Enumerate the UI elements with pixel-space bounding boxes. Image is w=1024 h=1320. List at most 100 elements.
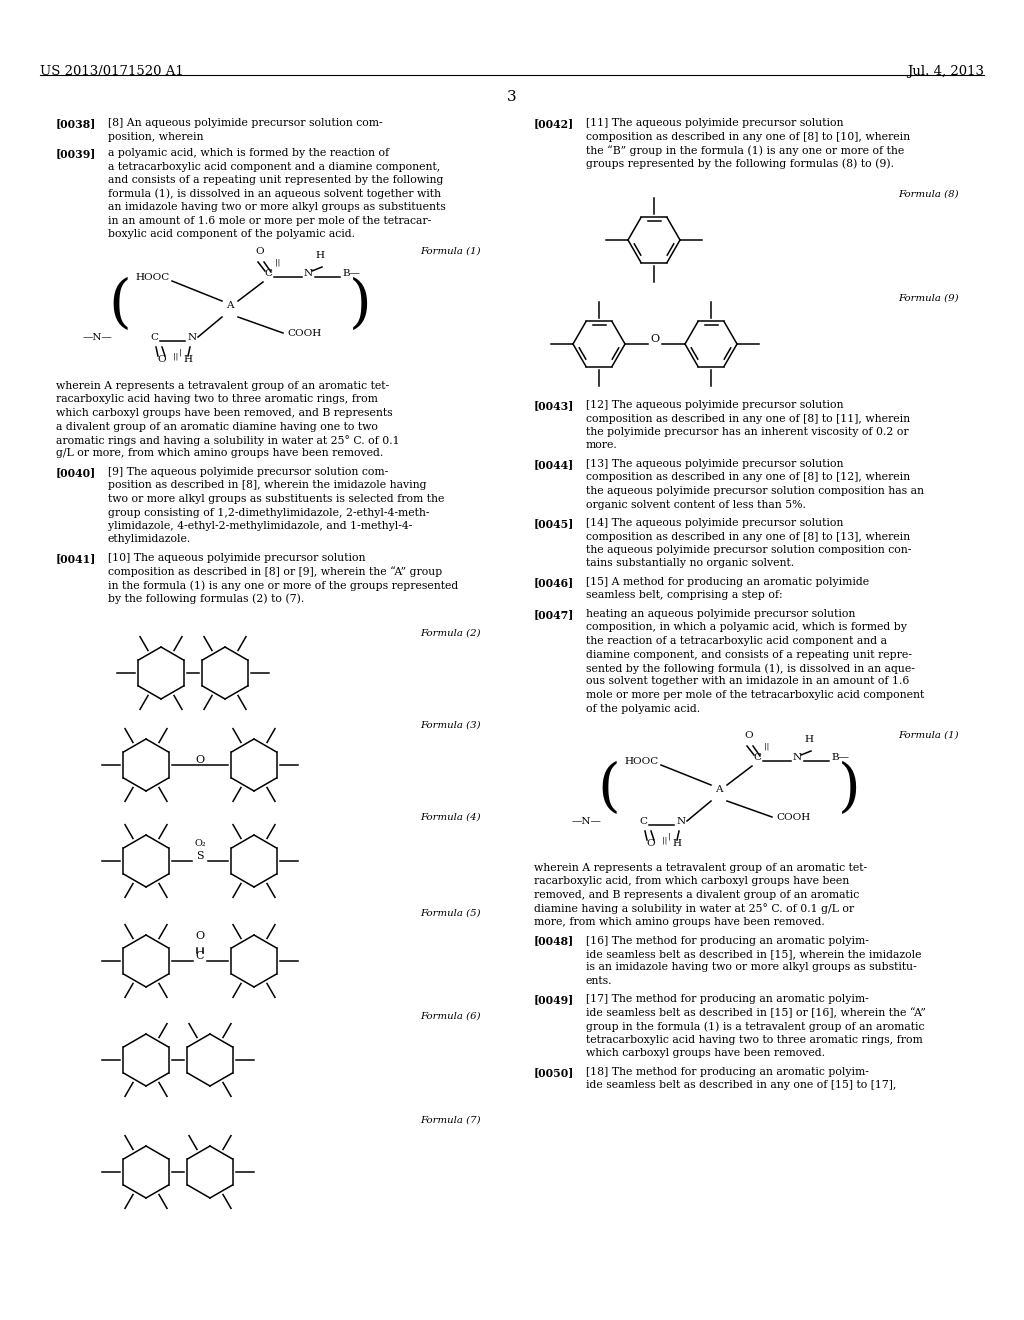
Text: group in the formula (1) is a tetravalent group of an aromatic: group in the formula (1) is a tetravalen… [586, 1022, 925, 1032]
Text: ||: || [663, 836, 668, 843]
Text: [15] A method for producing an aromatic polyimide: [15] A method for producing an aromatic … [586, 577, 869, 587]
Text: C: C [639, 817, 647, 825]
Text: C: C [753, 752, 761, 762]
Text: aromatic rings and having a solubility in water at 25° C. of 0.1: aromatic rings and having a solubility i… [56, 436, 399, 446]
Text: the aqueous polyimide precursor solution composition con-: the aqueous polyimide precursor solution… [586, 545, 911, 554]
Text: Formula (1): Formula (1) [421, 247, 481, 256]
Text: O: O [647, 838, 655, 847]
Text: (: ( [109, 277, 131, 333]
Text: [0050]: [0050] [534, 1067, 574, 1078]
Text: Formula (7): Formula (7) [421, 1115, 481, 1125]
Text: C: C [150, 333, 158, 342]
Text: more, from which amino groups have been removed.: more, from which amino groups have been … [534, 917, 824, 927]
Text: which carboxyl groups have been removed.: which carboxyl groups have been removed. [586, 1048, 825, 1059]
Text: tains substantially no organic solvent.: tains substantially no organic solvent. [586, 558, 795, 569]
Text: [16] The method for producing an aromatic polyim-: [16] The method for producing an aromati… [586, 936, 869, 945]
Text: composition as described in any one of [8] to [10], wherein: composition as described in any one of [… [586, 132, 910, 141]
Text: 3: 3 [507, 90, 517, 104]
Text: by the following formulas (2) to (7).: by the following formulas (2) to (7). [108, 594, 304, 605]
Text: two or more alkyl groups as substituents is selected from the: two or more alkyl groups as substituents… [108, 494, 444, 504]
Text: seamless belt, comprising a step of:: seamless belt, comprising a step of: [586, 590, 782, 601]
Text: Jul. 4, 2013: Jul. 4, 2013 [907, 65, 984, 78]
Text: boxylic acid component of the polyamic acid.: boxylic acid component of the polyamic a… [108, 228, 355, 239]
Text: C: C [264, 268, 272, 277]
Text: O: O [744, 730, 754, 739]
Text: position as described in [8], wherein the imidazole having: position as described in [8], wherein th… [108, 480, 427, 491]
Text: Formula (1): Formula (1) [898, 731, 959, 741]
Text: [13] The aqueous polyimide precursor solution: [13] The aqueous polyimide precursor sol… [586, 459, 844, 469]
Text: the aqueous polyimide precursor solution composition has an: the aqueous polyimide precursor solution… [586, 486, 924, 496]
Text: composition, in which a polyamic acid, which is formed by: composition, in which a polyamic acid, w… [586, 623, 907, 632]
Text: groups represented by the following formulas (8) to (9).: groups represented by the following form… [586, 158, 894, 169]
Text: —N—: —N— [571, 817, 601, 825]
Text: N: N [793, 752, 802, 762]
Text: [10] The aqueous polyimide precursor solution: [10] The aqueous polyimide precursor sol… [108, 553, 366, 564]
Text: diamine component, and consists of a repeating unit repre-: diamine component, and consists of a rep… [586, 649, 912, 660]
Text: composition as described in [8] or [9], wherein the “A” group: composition as described in [8] or [9], … [108, 566, 442, 577]
Text: Formula (9): Formula (9) [898, 294, 959, 304]
Text: [0039]: [0039] [56, 148, 96, 158]
Text: O: O [196, 755, 205, 766]
Text: racarboxylic acid, from which carboxyl groups have been: racarboxylic acid, from which carboxyl g… [534, 876, 849, 887]
Text: [11] The aqueous polyimide precursor solution: [11] The aqueous polyimide precursor sol… [586, 117, 844, 128]
Text: O: O [256, 247, 264, 256]
Text: O: O [196, 931, 205, 941]
Text: Formula (2): Formula (2) [421, 630, 481, 638]
Text: the reaction of a tetracarboxylic acid component and a: the reaction of a tetracarboxylic acid c… [586, 636, 887, 645]
Text: ylimidazole, 4-ethyl-2-methylimidazole, and 1-methyl-4-: ylimidazole, 4-ethyl-2-methylimidazole, … [108, 521, 413, 531]
Text: in an amount of 1.6 mole or more per mole of the tetracar-: in an amount of 1.6 mole or more per mol… [108, 215, 431, 226]
Text: ||: || [764, 743, 770, 751]
Text: N: N [187, 333, 197, 342]
Text: the polyimide precursor has an inherent viscosity of 0.2 or: the polyimide precursor has an inherent … [586, 426, 908, 437]
Text: [9] The aqueous polyimide precursor solution com-: [9] The aqueous polyimide precursor solu… [108, 467, 388, 477]
Text: a tetracarboxylic acid component and a diamine component,: a tetracarboxylic acid component and a d… [108, 161, 440, 172]
Text: [8] An aqueous polyimide precursor solution com-: [8] An aqueous polyimide precursor solut… [108, 117, 383, 128]
Text: which carboxyl groups have been removed, and B represents: which carboxyl groups have been removed,… [56, 408, 392, 418]
Text: group consisting of 1,2-dimethylimidazole, 2-ethyl-4-meth-: group consisting of 1,2-dimethylimidazol… [108, 507, 429, 517]
Text: Formula (6): Formula (6) [421, 1012, 481, 1020]
Text: [0040]: [0040] [56, 467, 96, 478]
Text: O₂: O₂ [195, 838, 206, 847]
Text: B—: B— [831, 752, 849, 762]
Text: an imidazole having two or more alkyl groups as substituents: an imidazole having two or more alkyl gr… [108, 202, 445, 213]
Text: diamine having a solubility in water at 25° C. of 0.1 g/L or: diamine having a solubility in water at … [534, 903, 854, 915]
Text: of the polyamic acid.: of the polyamic acid. [586, 704, 700, 714]
Text: N: N [303, 268, 312, 277]
Text: is an imidazole having two or more alkyl groups as substitu-: is an imidazole having two or more alkyl… [586, 962, 916, 973]
Text: heating an aqueous polyimide precursor solution: heating an aqueous polyimide precursor s… [586, 609, 855, 619]
Text: a polyamic acid, which is formed by the reaction of: a polyamic acid, which is formed by the … [108, 148, 389, 158]
Text: composition as described in any one of [8] to [13], wherein: composition as described in any one of [… [586, 532, 910, 541]
Text: position, wherein: position, wherein [108, 132, 204, 141]
Text: composition as described in any one of [8] to [12], wherein: composition as described in any one of [… [586, 473, 910, 483]
Text: H: H [315, 251, 325, 260]
Text: ||: || [275, 259, 281, 267]
Text: Formula (4): Formula (4) [421, 813, 481, 822]
Text: B—: B— [342, 268, 360, 277]
Text: ): ) [348, 277, 372, 333]
Text: N: N [677, 817, 685, 825]
Text: [17] The method for producing an aromatic polyim-: [17] The method for producing an aromati… [586, 994, 868, 1005]
Text: Formula (5): Formula (5) [421, 909, 481, 917]
Text: COOH: COOH [287, 329, 322, 338]
Text: tetracarboxylic acid having two to three aromatic rings, from: tetracarboxylic acid having two to three… [586, 1035, 923, 1045]
Text: composition as described in any one of [8] to [11], wherein: composition as described in any one of [… [586, 413, 910, 424]
Text: g/L or more, from which amino groups have been removed.: g/L or more, from which amino groups hav… [56, 449, 383, 458]
Text: O: O [158, 355, 166, 363]
Text: A: A [715, 784, 723, 793]
Text: formula (1), is dissolved in an aqueous solvent together with: formula (1), is dissolved in an aqueous … [108, 189, 441, 199]
Text: [0042]: [0042] [534, 117, 574, 129]
Text: in the formula (1) is any one or more of the groups represented: in the formula (1) is any one or more of… [108, 579, 459, 590]
Text: [0046]: [0046] [534, 577, 574, 587]
Text: ents.: ents. [586, 975, 612, 986]
Text: COOH: COOH [776, 813, 810, 821]
Text: more.: more. [586, 441, 617, 450]
Text: |: | [668, 833, 671, 841]
Text: ous solvent together with an imidazole in an amount of 1.6: ous solvent together with an imidazole i… [586, 676, 909, 686]
Text: A: A [226, 301, 233, 309]
Text: [18] The method for producing an aromatic polyim-: [18] The method for producing an aromati… [586, 1067, 869, 1077]
Text: [0045]: [0045] [534, 517, 574, 529]
Text: [14] The aqueous polyimide precursor solution: [14] The aqueous polyimide precursor sol… [586, 517, 844, 528]
Text: wherein A represents a tetravalent group of an aromatic tet-: wherein A represents a tetravalent group… [56, 381, 389, 391]
Text: the “B” group in the formula (1) is any one or more of the: the “B” group in the formula (1) is any … [586, 145, 904, 156]
Text: wherein A represents a tetravalent group of an aromatic tet-: wherein A represents a tetravalent group… [534, 863, 867, 873]
